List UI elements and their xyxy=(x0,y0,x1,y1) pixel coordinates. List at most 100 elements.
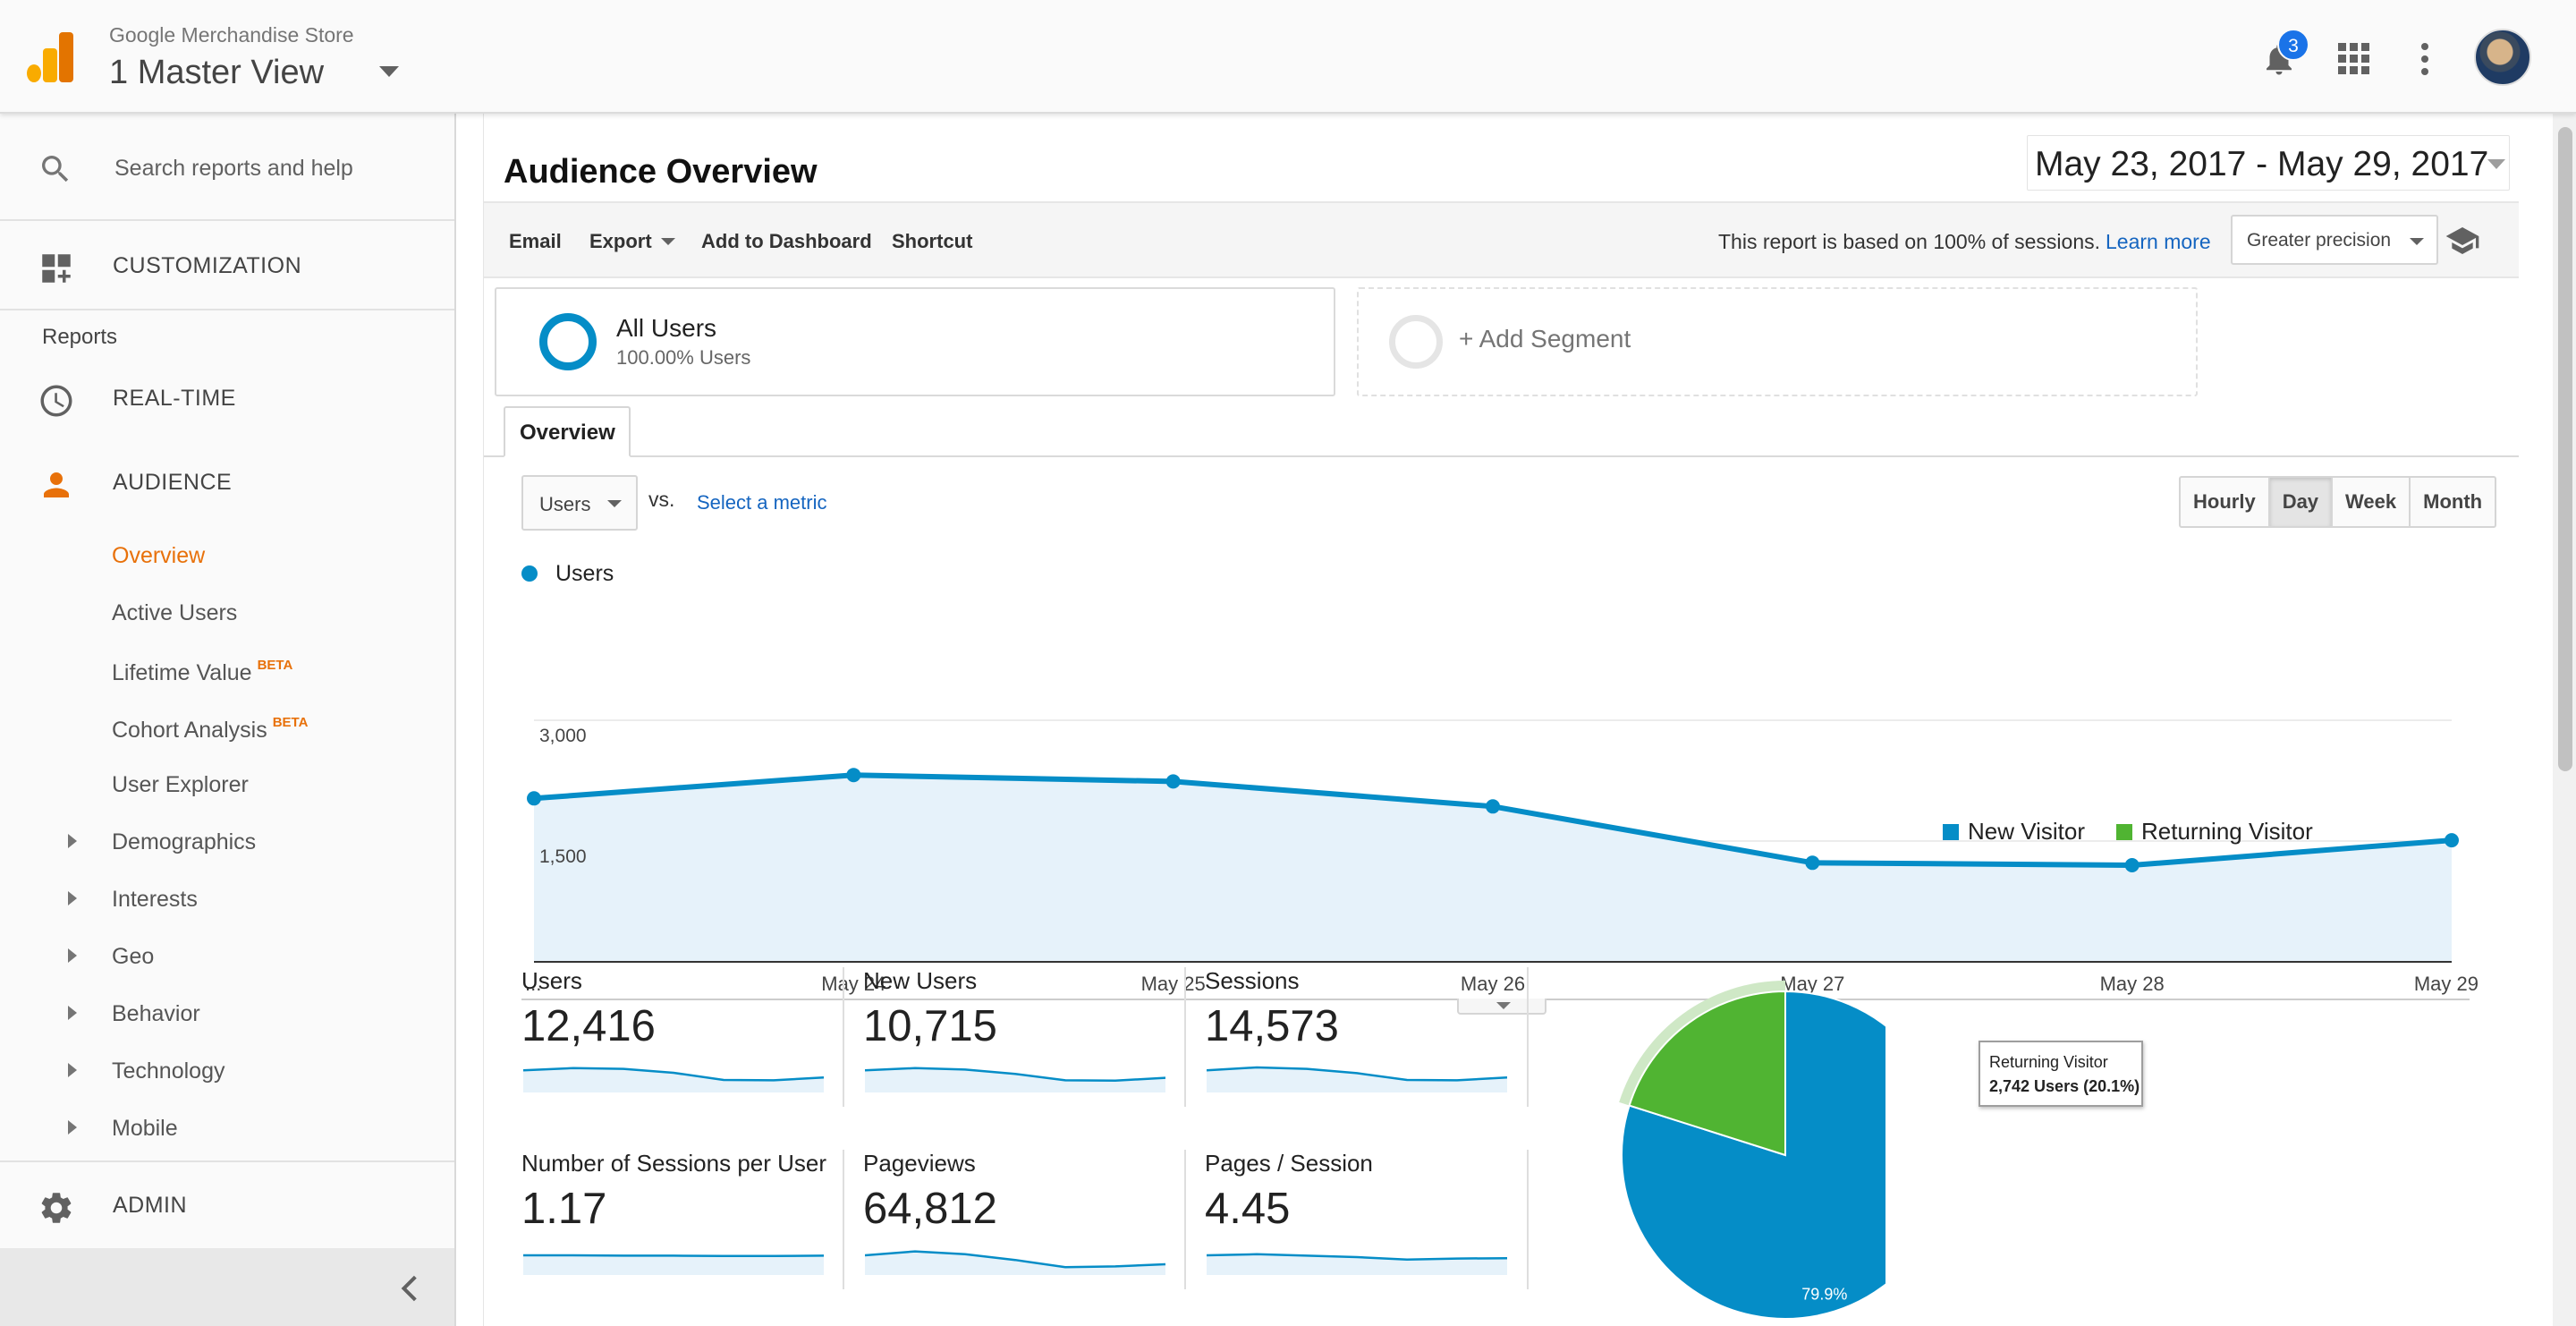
sparkline-line xyxy=(1207,1253,1507,1262)
select-metric-link[interactable]: Select a metric xyxy=(697,491,827,514)
search-icon xyxy=(42,156,69,183)
segment-subtitle: 100.00% Users xyxy=(616,346,751,369)
card-divider xyxy=(1184,1150,1186,1289)
sidebar-item-demographics[interactable]: Demographics xyxy=(112,829,257,854)
sidebar-item-audience[interactable]: AUDIENCE xyxy=(0,446,454,518)
sparkline xyxy=(1207,1253,1507,1275)
date-range-picker[interactable]: May 23, 2017 - May 29, 2017 xyxy=(2027,135,2510,191)
analytics-logo[interactable] xyxy=(27,32,73,82)
person-icon xyxy=(44,472,69,497)
sidebar-item-admin[interactable]: ADMIN xyxy=(0,1169,454,1241)
data-point xyxy=(527,791,541,806)
scorecard-metric-name: Pageviews xyxy=(863,1150,976,1177)
segment-title: All Users xyxy=(616,314,717,342)
sidebar-item-overview[interactable]: Overview xyxy=(112,543,206,568)
divider xyxy=(0,309,454,310)
dashboard-customize-icon xyxy=(42,254,71,283)
scorecard-metric-value: 14,573 xyxy=(1205,1002,1339,1050)
scorecard-metric-value: 1.17 xyxy=(521,1185,607,1233)
sidebar-item-active-users[interactable]: Active Users xyxy=(112,600,238,625)
chart-resize-handle[interactable] xyxy=(1457,999,1546,1015)
scorecard[interactable]: Pages / Session 4.45 xyxy=(1205,1150,1546,1284)
pie-slice-returning-visitor[interactable] xyxy=(1628,990,1786,1157)
scorecard-metric-name: Pages / Session xyxy=(1205,1150,1373,1177)
graduation-cap-icon[interactable] xyxy=(2443,223,2482,259)
search-input[interactable] xyxy=(114,146,419,191)
scorecard[interactable]: Pageviews 64,812 xyxy=(863,1150,1205,1284)
precision-select[interactable]: Greater precision xyxy=(2231,215,2438,265)
shortcut-button[interactable]: Shortcut xyxy=(892,230,973,252)
learn-more-link[interactable]: Learn more xyxy=(2106,230,2211,253)
period-hourly-button[interactable]: Hourly xyxy=(2181,478,2270,526)
expand-arrow-icon[interactable] xyxy=(68,891,77,905)
card-divider xyxy=(1184,967,1186,1107)
sparkline-line xyxy=(523,1067,824,1082)
expand-arrow-icon[interactable] xyxy=(68,948,77,963)
scorecard[interactable]: Number of Sessions per User 1.17 xyxy=(521,1150,863,1284)
sidebar-item-interests[interactable]: Interests xyxy=(112,887,198,912)
expand-arrow-icon[interactable] xyxy=(68,1063,77,1077)
tab-divider xyxy=(484,455,2519,457)
sidebar-item-geo[interactable]: Geo xyxy=(112,944,155,969)
x-tick-label: ... xyxy=(525,973,541,995)
pie-slice-new-visitor[interactable] xyxy=(1621,990,1885,1320)
scorecard-metric-name: Sessions xyxy=(1205,967,1300,994)
sidebar-item-mobile[interactable]: Mobile xyxy=(112,1116,178,1141)
date-range-text: May 23, 2017 - May 29, 2017 xyxy=(2035,145,2489,183)
period-month-button[interactable]: Month xyxy=(2423,490,2483,513)
data-point xyxy=(2445,833,2459,848)
sparkline xyxy=(865,1250,1165,1275)
scorecard[interactable]: Users 12,416 xyxy=(521,967,863,1101)
expand-arrow-icon[interactable] xyxy=(68,1006,77,1020)
sidebar-item-behavior[interactable]: Behavior xyxy=(112,1001,200,1026)
expand-arrow-icon[interactable] xyxy=(68,834,77,848)
sidebar-item-label: ADMIN xyxy=(113,1193,188,1218)
sidebar-item-lifetime-value[interactable]: Lifetime Value BETA xyxy=(112,658,292,686)
pie-legend-returning-visitor: Returning Visitor xyxy=(2116,818,2313,846)
user-avatar[interactable] xyxy=(2474,29,2531,86)
account-name[interactable]: Google Merchandise Store xyxy=(109,23,354,47)
x-tick-label: May 26 xyxy=(1461,973,1525,995)
add-to-dashboard-button[interactable]: Add to Dashboard xyxy=(701,230,872,252)
legend-dot-icon xyxy=(521,565,538,582)
expand-arrow-icon[interactable] xyxy=(68,1120,77,1135)
add-segment-button[interactable]: + Add Segment xyxy=(1357,287,2198,396)
scorecard-metric-name: Users xyxy=(521,967,582,994)
scorecard-metric-name: New Users xyxy=(863,967,978,994)
sparkline-area xyxy=(523,1067,824,1092)
chevron-down-icon xyxy=(2487,159,2505,169)
period-day-button[interactable]: Day xyxy=(2269,478,2334,526)
sidebar-item-label: REAL-TIME xyxy=(113,386,236,411)
collapse-sidebar-icon[interactable] xyxy=(399,1275,419,1302)
notification-count-badge[interactable]: 3 xyxy=(2277,29,2309,61)
sidebar-item-realtime[interactable]: REAL-TIME xyxy=(0,362,454,434)
scrollbar-thumb[interactable] xyxy=(2558,127,2572,771)
export-button[interactable]: Export xyxy=(589,230,675,253)
scorecard[interactable]: Sessions 14,573 xyxy=(1205,967,1546,1101)
x-tick-label: May 24 xyxy=(821,973,886,995)
metric-select[interactable]: Users xyxy=(521,475,638,531)
tab-overview[interactable]: Overview xyxy=(504,406,631,457)
visitor-pie-chart[interactable]: 79.9% xyxy=(1492,866,1885,1326)
more-vert-icon[interactable] xyxy=(2415,41,2435,77)
chevron-down-icon xyxy=(1496,1002,1511,1009)
sidebar-footer xyxy=(0,1248,454,1326)
sidebar-item-cohort-analysis[interactable]: Cohort Analysis BETA xyxy=(112,715,308,744)
apps-grid-icon[interactable] xyxy=(2338,43,2370,75)
sidebar-item-customization[interactable]: CUSTOMIZATION xyxy=(0,230,454,302)
period-week-button[interactable]: Week xyxy=(2333,478,2411,526)
beta-badge: BETA xyxy=(272,715,309,730)
chevron-down-icon xyxy=(607,500,622,507)
segment-all-users[interactable]: All Users 100.00% Users xyxy=(495,287,1335,396)
divider xyxy=(0,1160,454,1162)
scorecard[interactable]: New Users 10,715 xyxy=(863,967,1205,1101)
sidebar-item-technology[interactable]: Technology xyxy=(112,1058,225,1084)
precision-value: Greater precision xyxy=(2247,230,2392,251)
tooltip-title: Returning Visitor xyxy=(1989,1053,2108,1071)
view-selector[interactable]: 1 Master View xyxy=(109,54,325,91)
sidebar-item-user-explorer[interactable]: User Explorer xyxy=(112,772,249,797)
export-label: Export xyxy=(589,230,652,252)
email-button[interactable]: Email xyxy=(509,230,562,252)
chevron-down-icon[interactable] xyxy=(379,66,399,77)
